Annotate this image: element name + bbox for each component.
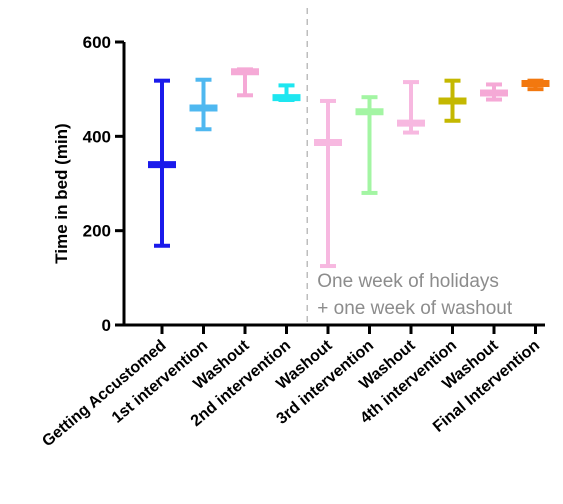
- annotation-text: One week of holidays: [317, 271, 499, 292]
- y-tick-label: 600: [83, 33, 111, 52]
- y-tick-label: 200: [83, 222, 111, 241]
- y-axis-title: Time in bed (min): [52, 123, 71, 263]
- plot-area: 0 200 400 600 Time in bed (min) One week of h…: [39, 8, 550, 450]
- y-tick-label: 400: [83, 127, 111, 146]
- annotation-text: + one week of washout: [317, 298, 513, 319]
- y-tick-label: 0: [102, 316, 111, 335]
